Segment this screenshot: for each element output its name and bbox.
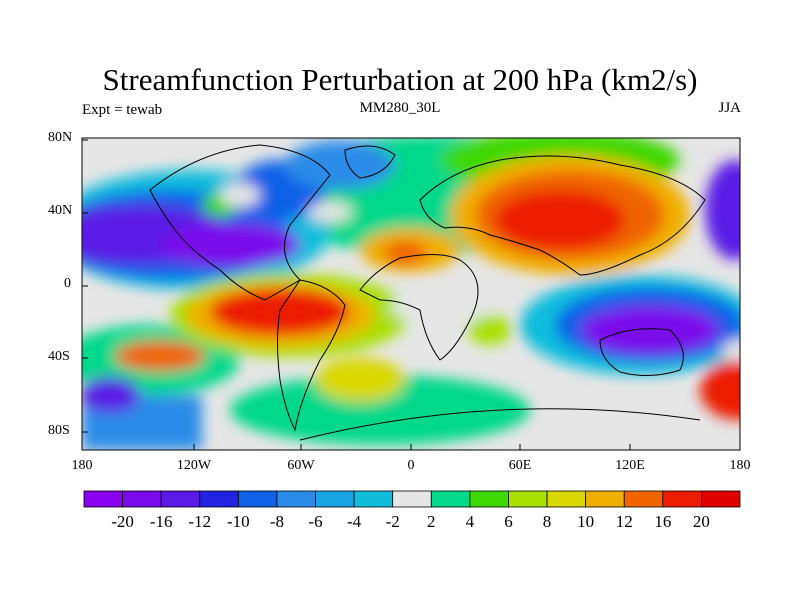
colorbar-swatch <box>199 490 239 508</box>
colorbar-swatch <box>276 490 316 508</box>
colorbar-label: 16 <box>654 512 672 531</box>
colorbar-label: 12 <box>615 512 633 531</box>
colorbar-swatch <box>83 490 123 508</box>
y-tick-label: 40N <box>48 203 73 218</box>
colorbar-swatch <box>315 490 355 508</box>
colorbar-swatch <box>623 490 664 508</box>
colorbar-label: -12 <box>188 512 212 531</box>
colorbar-label: 2 <box>427 512 436 531</box>
x-tick-label: 60W <box>287 458 315 473</box>
colorbar-swatch <box>122 490 162 508</box>
colorbar-swatch <box>160 490 201 508</box>
colorbar-swatch <box>662 490 702 508</box>
colorbar-label: -10 <box>227 512 250 531</box>
y-tick-label: 80N <box>48 130 73 145</box>
x-tick-label: 180 <box>729 458 751 473</box>
colorbar-label: 4 <box>465 512 475 531</box>
tick-marks <box>82 139 631 450</box>
x-tick-label: 60E <box>508 458 532 473</box>
contour-fill <box>82 138 740 450</box>
colorbar-swatch <box>701 490 741 508</box>
colorbar-swatch <box>430 490 471 508</box>
colorbar-label: -6 <box>308 512 323 531</box>
colorbar-label: 6 <box>504 512 513 531</box>
y-tick-label: 80S <box>48 423 70 438</box>
experiment-label: Expt = tewab <box>82 102 163 118</box>
colorbar-label: 20 <box>692 512 710 531</box>
colorbar-label: -20 <box>111 512 134 531</box>
season-label: JJA <box>718 100 741 116</box>
coastlines <box>149 144 706 441</box>
colorbar-swatch <box>237 490 278 508</box>
colorbar-swatch <box>508 490 548 508</box>
colorbar <box>83 490 741 508</box>
colorbar-swatch <box>469 490 509 508</box>
colorbar-swatch <box>353 490 394 508</box>
x-tick-label: 180 <box>71 458 93 473</box>
model-label: MM280_30L <box>359 100 441 116</box>
y-tick-label: 40S <box>48 349 70 364</box>
colorbar-swatch <box>585 490 625 508</box>
colorbar-label: -16 <box>149 512 173 531</box>
y-tick-label: 0 <box>64 276 71 291</box>
colorbar-label: -4 <box>347 512 362 531</box>
colorbar-swatch <box>392 490 432 508</box>
colorbar-label: 8 <box>542 512 552 531</box>
plot-title: Streamfunction Perturbation at 200 hPa (… <box>102 62 698 97</box>
colorbar-swatch <box>546 490 587 508</box>
x-tick-label: 0 <box>407 458 415 473</box>
x-tick-label: 120E <box>615 458 645 473</box>
x-tick-label: 120W <box>176 458 212 473</box>
colorbar-label: -2 <box>385 512 400 531</box>
colorbar-label: -8 <box>269 512 285 531</box>
colorbar-label: 10 <box>577 512 595 531</box>
